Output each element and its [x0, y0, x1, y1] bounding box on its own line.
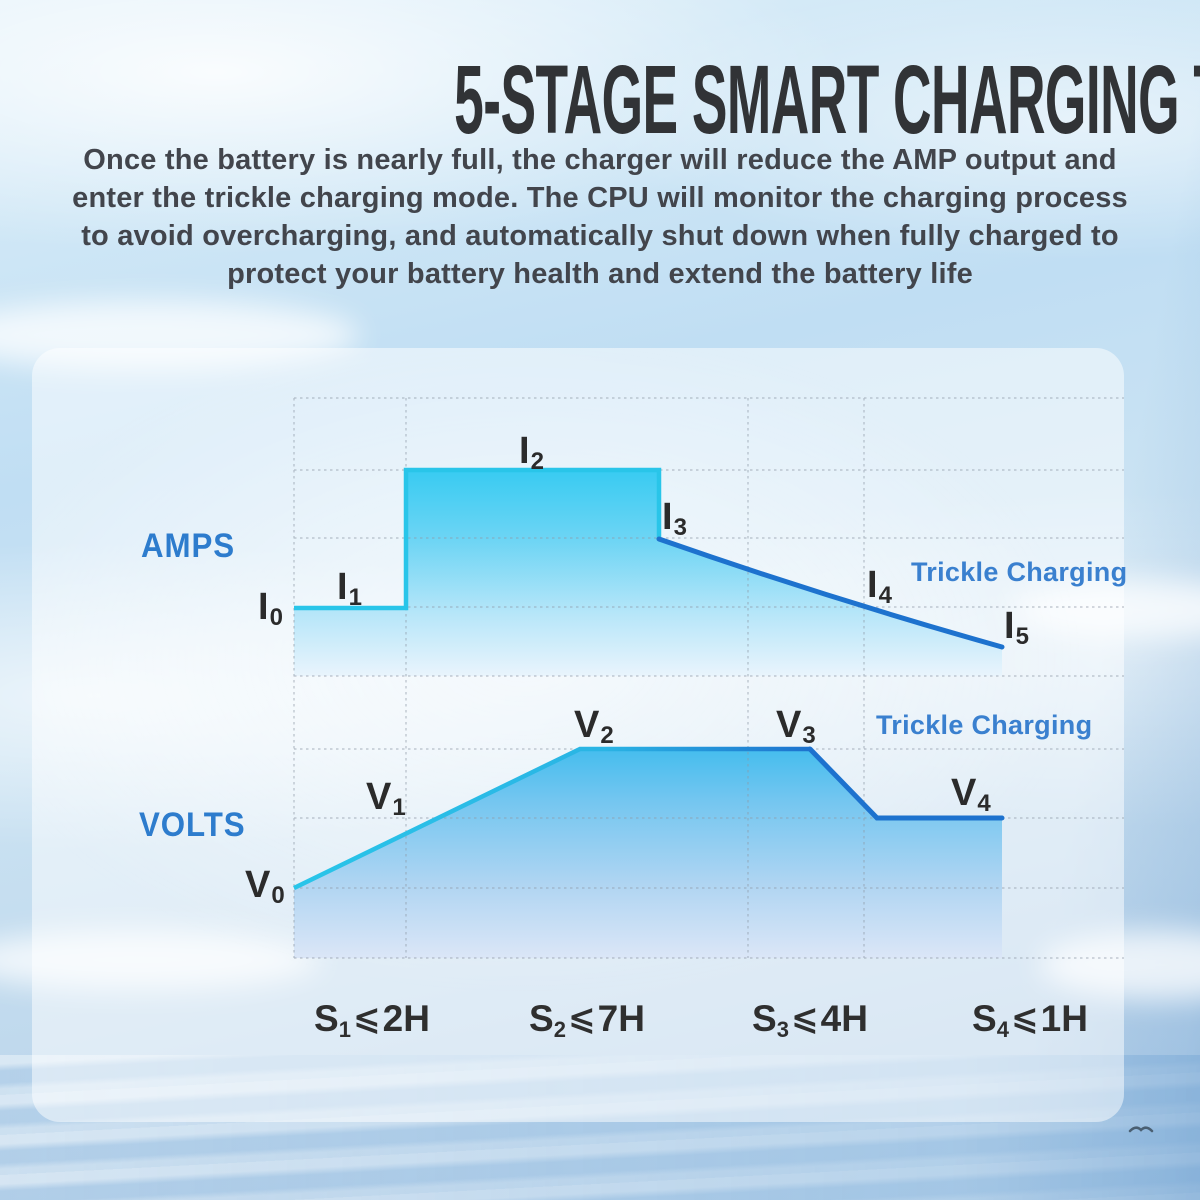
point-label-i1: I1 — [337, 566, 362, 611]
amps-curve-trickle — [656, 536, 1005, 650]
volts-curve-rise — [293, 746, 810, 891]
bird-silhouette — [1128, 1126, 1154, 1133]
stage-label-s2: S2⩽7H — [529, 998, 645, 1042]
amps-curve-bulk — [294, 467, 662, 611]
point-label-i4: I4 — [867, 564, 892, 609]
point-label-i5: I5 — [1004, 605, 1029, 650]
point-label-i2: I2 — [519, 430, 544, 475]
volts-trickle-label: Trickle Charging — [876, 710, 1093, 740]
chart-panel — [32, 348, 1124, 1122]
volts-curve-trickle — [807, 746, 1005, 821]
description-line: to avoid overcharging, and automatically… — [81, 220, 1119, 252]
point-label-v1: V1 — [366, 776, 406, 821]
description-line: Once the battery is nearly full, the cha… — [83, 144, 1117, 176]
page-title-wrap: 5-STAGE SMART CHARGING TECHNOLOGY — [0, 44, 1200, 156]
description: Once the battery is nearly full, the cha… — [0, 141, 1200, 293]
volts-axis-label: VOLTS — [139, 806, 246, 844]
point-label-v3: V3 — [776, 704, 816, 749]
description-line: enter the trickle charging mode. The CPU… — [72, 182, 1128, 214]
stage-label-s4: S4⩽1H — [972, 998, 1088, 1042]
gridlines — [293, 397, 1124, 959]
page-title: 5-STAGE SMART CHARGING TECHNOLOGY — [454, 45, 1200, 154]
stage-label-s1: S1⩽2H — [314, 998, 430, 1042]
amps-trickle-label: Trickle Charging — [911, 557, 1128, 587]
volts-area-fill — [294, 749, 1002, 958]
point-label-i0: I0 — [258, 586, 283, 631]
amps-axis-label: AMPS — [141, 527, 236, 565]
point-label-v0: V0 — [245, 864, 285, 909]
point-label-v2: V2 — [574, 704, 614, 749]
amps-area-fill — [294, 470, 1002, 676]
point-label-i3: I3 — [662, 496, 687, 541]
stage-label-s3: S3⩽4H — [752, 998, 868, 1042]
description-line: protect your battery health and extend t… — [227, 258, 973, 290]
point-label-v4: V4 — [951, 772, 991, 817]
